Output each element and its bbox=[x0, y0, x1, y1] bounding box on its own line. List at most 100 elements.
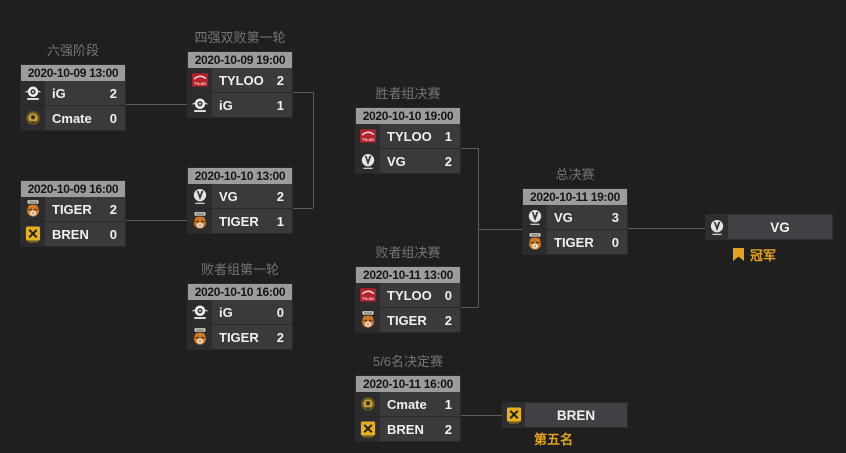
match-box-upper-round1-2[interactable]: 2020-10-10 13:00 VG 2 TIGER 1 bbox=[188, 168, 292, 233]
match-date: 2020-10-09 16:00 bbox=[21, 181, 125, 197]
fifth-place-team-name: BREN bbox=[556, 407, 596, 423]
bren-logo-icon bbox=[356, 417, 380, 441]
team-name: TIGER bbox=[219, 329, 259, 345]
ig-logo-icon bbox=[188, 93, 212, 117]
team-row: TIGER 2 bbox=[21, 197, 125, 221]
vg-logo-icon bbox=[706, 215, 728, 239]
team-row: Cmate 1 bbox=[356, 392, 460, 416]
team-row: TIGER 0 bbox=[523, 229, 627, 254]
team-name: iG bbox=[219, 304, 233, 320]
connector-line bbox=[292, 92, 313, 93]
team-score: 2 bbox=[276, 329, 284, 345]
round-title: 败者组第一轮 bbox=[200, 262, 280, 277]
team-row: iG 2 bbox=[21, 81, 125, 105]
match-box-grand-final[interactable]: 总决赛 2020-10-11 19:00 VG 3 TIGER 0 bbox=[523, 167, 627, 254]
vg-logo-icon bbox=[523, 205, 547, 229]
champion-team-name: VG bbox=[770, 219, 790, 235]
match-date: 2020-10-10 13:00 bbox=[188, 168, 292, 184]
match-date: 2020-10-10 16:00 bbox=[188, 284, 292, 300]
match-date: 2020-10-11 16:00 bbox=[356, 376, 460, 392]
connector-line bbox=[460, 415, 503, 416]
champion-box[interactable]: VG bbox=[706, 215, 832, 239]
team-score: 2 bbox=[276, 188, 284, 204]
connector-line bbox=[124, 104, 188, 105]
match-date: 2020-10-10 19:00 bbox=[356, 108, 460, 124]
vg-logo-icon bbox=[188, 184, 212, 208]
connector-line bbox=[460, 307, 478, 308]
team-score: 0 bbox=[109, 110, 117, 126]
round-title: 六强阶段 bbox=[46, 43, 100, 58]
team-name: TYLOO bbox=[387, 287, 432, 303]
team-score: 1 bbox=[276, 213, 284, 229]
connector-line bbox=[478, 148, 479, 307]
tiger-logo-icon bbox=[523, 230, 547, 254]
cmate-logo-icon bbox=[356, 392, 380, 416]
cmate-logo-icon bbox=[21, 106, 45, 130]
fifth-place-label-text: 第五名 bbox=[534, 432, 574, 447]
team-name: TIGER bbox=[219, 213, 259, 229]
team-row: TYLOO 0 bbox=[356, 283, 460, 307]
team-row: BREN 2 bbox=[356, 416, 460, 441]
match-box-losers-round1[interactable]: 败者组第一轮 2020-10-10 16:00 iG 0 TIGER 2 bbox=[188, 262, 292, 349]
champion-label: 冠军 bbox=[733, 245, 776, 264]
tiger-logo-icon bbox=[21, 197, 45, 221]
team-row: VG 2 bbox=[356, 148, 460, 173]
team-row: Cmate 0 bbox=[21, 105, 125, 130]
tyloo-logo-icon bbox=[356, 124, 380, 148]
champion-label-text: 冠军 bbox=[750, 248, 777, 263]
team-name: TIGER bbox=[52, 201, 92, 217]
connector-line bbox=[478, 229, 523, 230]
vg-logo-icon bbox=[356, 149, 380, 173]
team-row: TYLOO 2 bbox=[188, 68, 292, 92]
match-box-six-stage-2[interactable]: 2020-10-09 16:00 TIGER 2 BREN 0 bbox=[21, 181, 125, 246]
match-box-upper-round1[interactable]: 四强双败第一轮 2020-10-09 19:00 TYLOO 2 iG 1 bbox=[188, 30, 292, 117]
team-score: 2 bbox=[109, 201, 117, 217]
fifth-place-label: 第五名 bbox=[534, 429, 573, 448]
team-name: TYLOO bbox=[387, 128, 432, 144]
round-title: 败者组决赛 bbox=[375, 245, 441, 260]
team-name: TIGER bbox=[554, 234, 594, 250]
team-row: BREN 0 bbox=[21, 221, 125, 246]
team-score: 0 bbox=[611, 234, 619, 250]
team-score: 2 bbox=[444, 153, 452, 169]
team-name: Cmate bbox=[52, 110, 92, 126]
team-row: TIGER 2 bbox=[188, 324, 292, 349]
tiger-logo-icon bbox=[356, 308, 380, 332]
bren-logo-icon bbox=[21, 222, 45, 246]
match-box-winners-final[interactable]: 胜者组决赛 2020-10-10 19:00 TYLOO 1 VG 2 bbox=[356, 86, 460, 173]
match-box-losers-final[interactable]: 败者组决赛 2020-10-11 13:00 TYLOO 0 TIGER 2 bbox=[356, 245, 460, 332]
team-score: 3 bbox=[611, 209, 619, 225]
match-box-fifth-place[interactable]: 5/6名决定赛 2020-10-11 16:00 Cmate 1 BREN 2 bbox=[356, 354, 460, 441]
round-title: 5/6名决定赛 bbox=[372, 354, 444, 369]
match-date: 2020-10-11 19:00 bbox=[523, 189, 627, 205]
team-name: iG bbox=[219, 97, 233, 113]
team-name: TIGER bbox=[387, 312, 427, 328]
connector-line bbox=[292, 208, 313, 209]
tiger-logo-icon bbox=[188, 209, 212, 233]
fifth-place-box[interactable]: BREN bbox=[503, 403, 627, 427]
team-score: 1 bbox=[444, 128, 452, 144]
team-name: VG bbox=[554, 209, 573, 225]
team-score: 1 bbox=[444, 396, 452, 412]
team-name: BREN bbox=[387, 421, 424, 437]
team-score: 0 bbox=[276, 304, 284, 320]
team-row: TIGER 2 bbox=[356, 307, 460, 332]
ig-logo-icon bbox=[188, 300, 212, 324]
team-name: VG bbox=[387, 153, 406, 169]
team-score: 0 bbox=[444, 287, 452, 303]
match-box-six-stage-1[interactable]: 六强阶段 2020-10-09 13:00 iG 2 Cmate 0 bbox=[21, 43, 125, 130]
connector-line bbox=[627, 228, 706, 229]
team-row: iG 1 bbox=[188, 92, 292, 117]
match-date: 2020-10-11 13:00 bbox=[356, 267, 460, 283]
connector-line bbox=[460, 148, 478, 149]
team-row: VG 3 bbox=[523, 205, 627, 229]
team-row: iG 0 bbox=[188, 300, 292, 324]
team-name: VG bbox=[219, 188, 238, 204]
team-row: VG 2 bbox=[188, 184, 292, 208]
team-name: iG bbox=[52, 85, 66, 101]
ig-logo-icon bbox=[21, 81, 45, 105]
team-name: BREN bbox=[52, 226, 89, 242]
connector-line bbox=[313, 92, 314, 208]
match-date: 2020-10-09 13:00 bbox=[21, 65, 125, 81]
tiger-logo-icon bbox=[188, 325, 212, 349]
